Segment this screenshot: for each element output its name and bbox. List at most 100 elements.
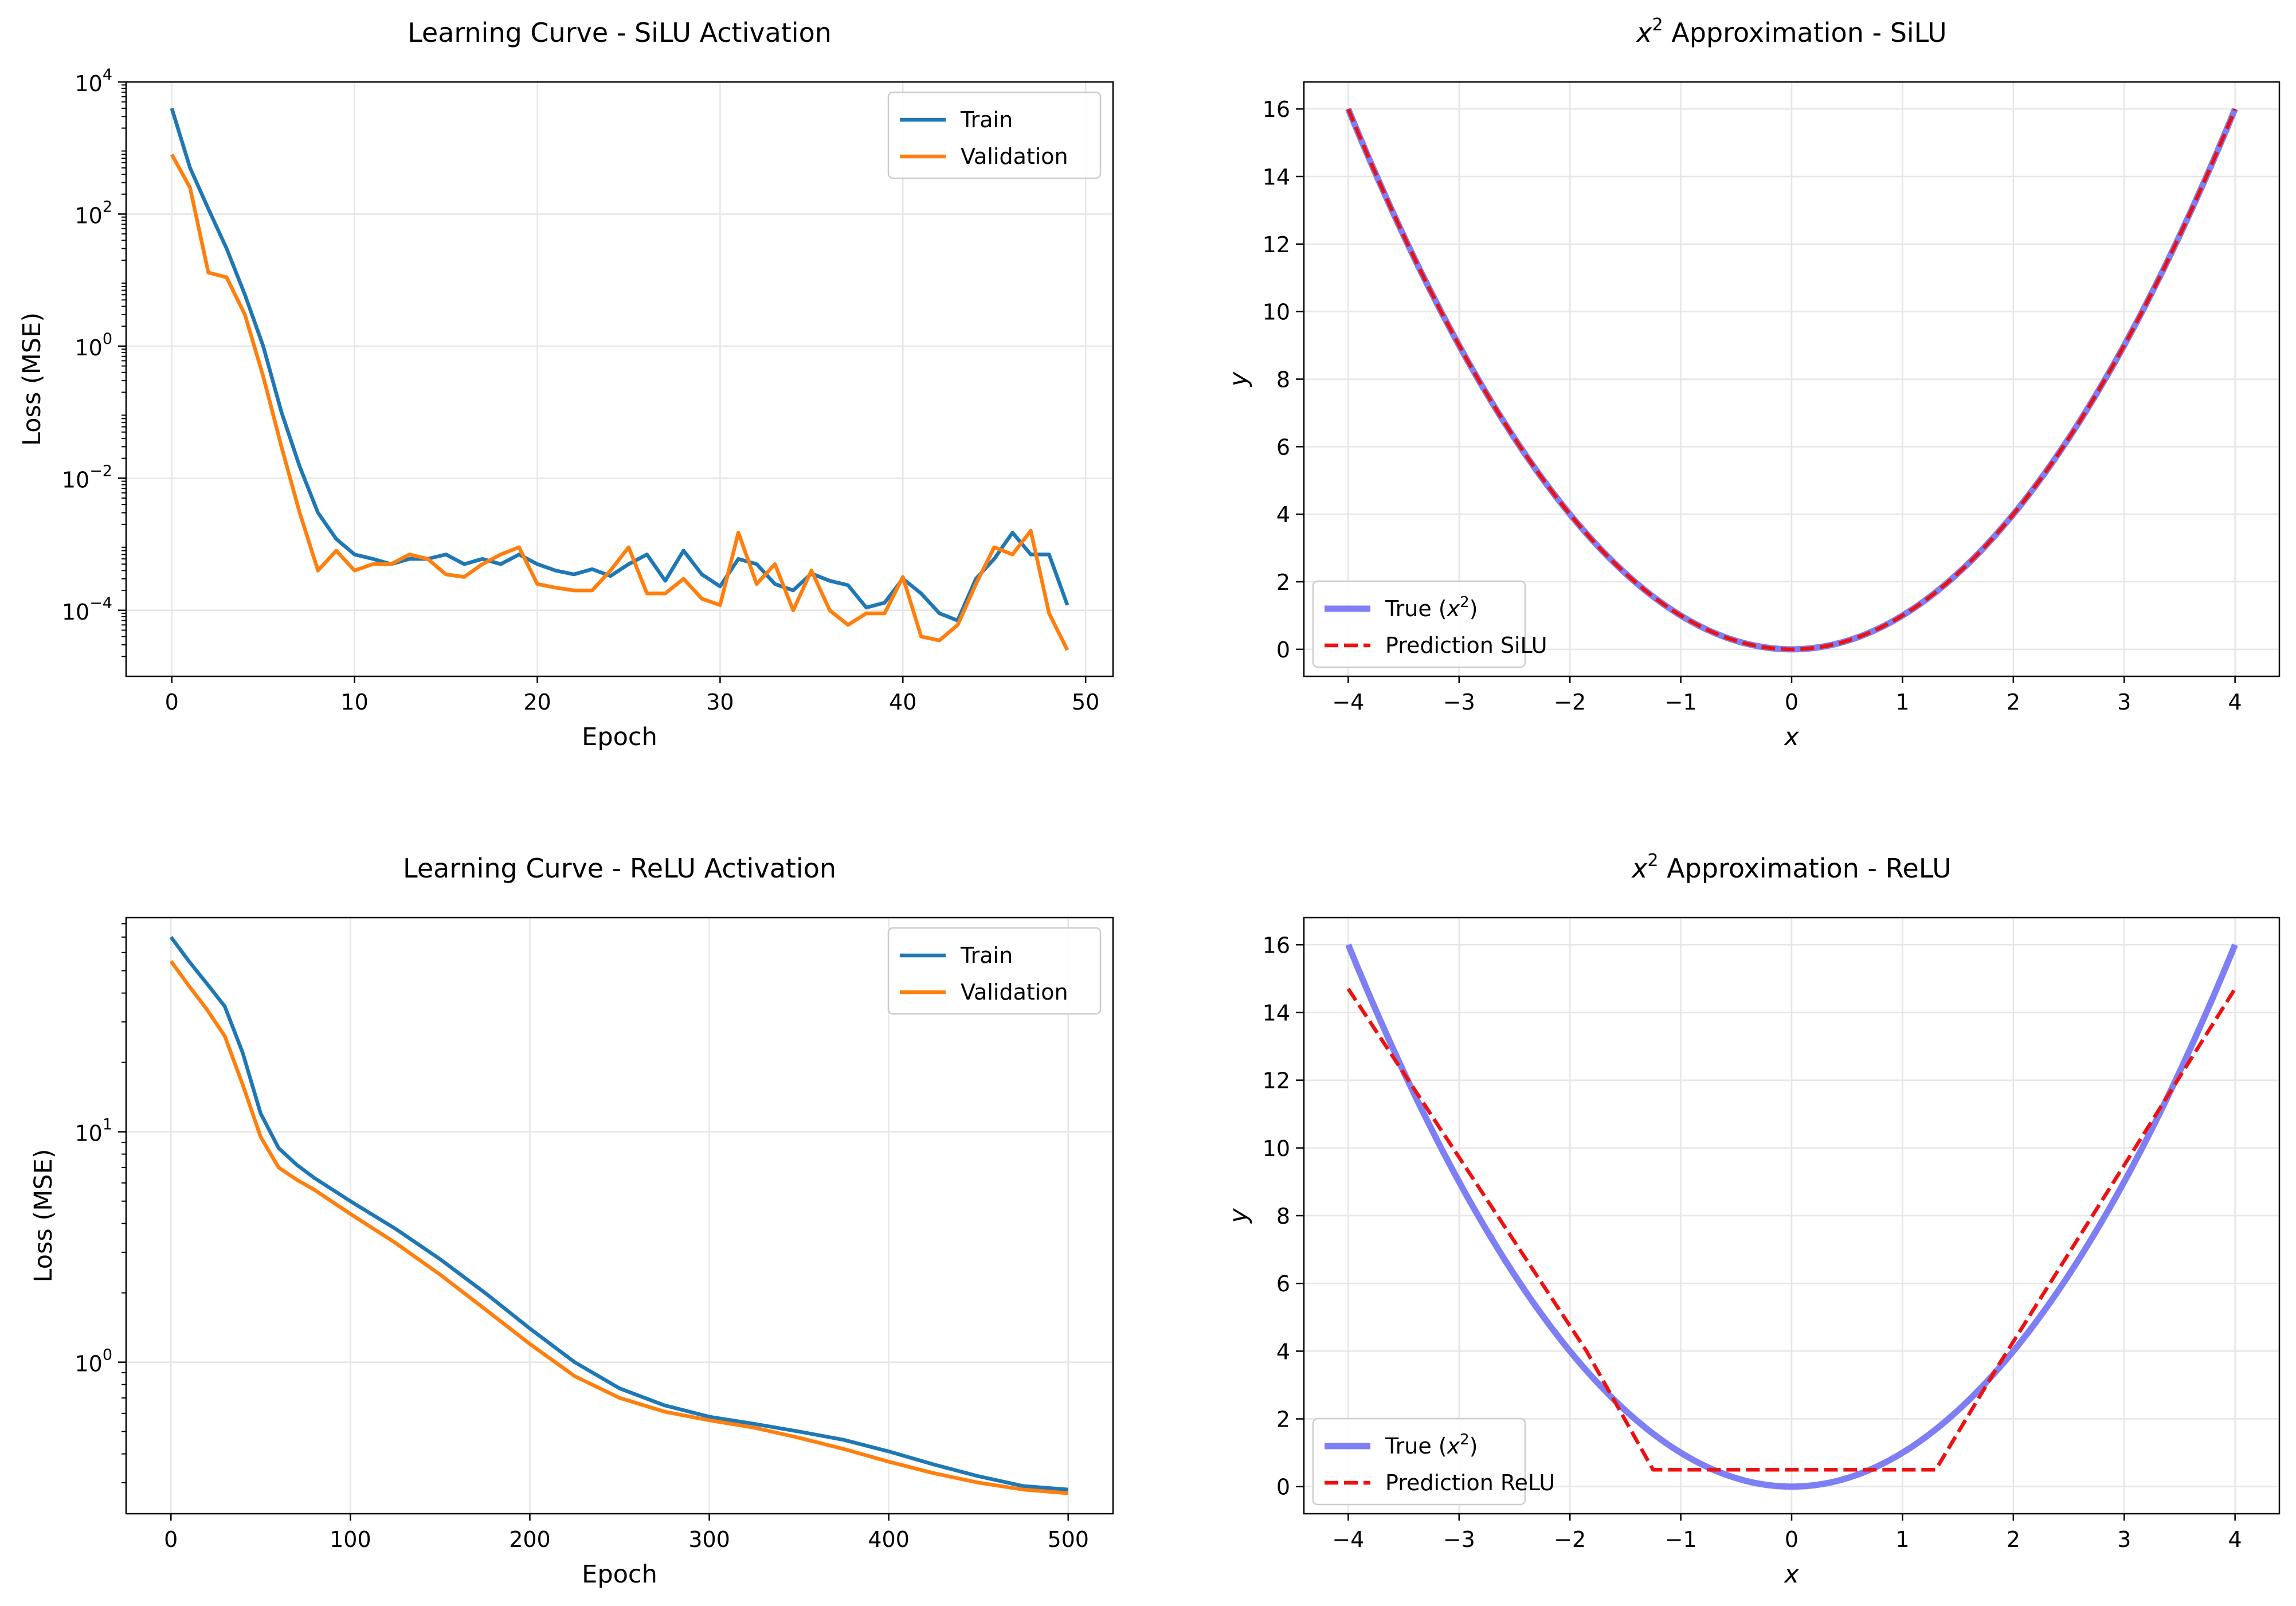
text-span: 2 <box>2007 690 2020 715</box>
y-tick-label: 16 <box>1263 933 1290 958</box>
text-span: 300 <box>688 1527 730 1552</box>
y-tick-label: 10−2 <box>62 462 112 492</box>
y-tick-label: 12 <box>1263 1068 1290 1094</box>
text-span: 0 <box>1785 690 1799 715</box>
y-ticks: 0 2 4 6 8 10 12 14 16 <box>1263 97 1304 663</box>
text-span: −1 <box>1665 1527 1697 1552</box>
text-span: 1 <box>1895 1527 1909 1552</box>
y-tick-label: 104 <box>75 66 112 96</box>
series-group <box>170 107 1069 651</box>
text-span: Approximation - ReLU <box>1659 853 1952 884</box>
text-span: 10 <box>75 335 102 361</box>
y-axis-label: y <box>1224 1208 1253 1224</box>
x-tick-label: 20 <box>523 690 551 715</box>
legend: Train Validation <box>887 927 1102 1015</box>
text-span: 0 <box>1785 1527 1799 1552</box>
text-span: 50 <box>1072 690 1099 715</box>
text-span: x <box>1447 1433 1460 1459</box>
x-tick-label: 0 <box>164 1527 178 1552</box>
text-span: 2 <box>1460 1431 1470 1448</box>
text-span: 10 <box>340 690 368 715</box>
text-span: Prediction SiLU <box>1385 633 1547 658</box>
series-group <box>169 935 1068 1495</box>
text-span: 0 <box>1276 1475 1290 1500</box>
x-tick-label: 3 <box>2117 690 2131 715</box>
text-span: 500 <box>1047 1527 1089 1552</box>
axes-frame <box>125 81 1114 677</box>
series-line-prediction-silu <box>1346 108 2237 652</box>
text-span: 10 <box>1263 300 1290 325</box>
text-span: 10 <box>75 71 102 96</box>
y-axis-label: y <box>1224 371 1253 387</box>
text-span: Approximation - SiLU <box>1663 17 1947 48</box>
text-span: Loss (MSE) <box>29 1149 58 1282</box>
text-span: 16 <box>1263 97 1290 122</box>
x-tick-label: 300 <box>688 1527 730 1552</box>
text-span: 0 <box>164 1527 178 1552</box>
text-span: 2 <box>1460 594 1470 611</box>
y-tick-label: 4 <box>1276 1339 1290 1364</box>
text-span: 14 <box>1263 1000 1290 1025</box>
y-tick-label: 4 <box>1276 502 1290 527</box>
text-span: 10 <box>1263 1136 1290 1161</box>
text-span: 2 <box>1647 851 1658 871</box>
x-tick-label: 400 <box>868 1527 910 1552</box>
text-span: x <box>1635 17 1652 48</box>
text-span: 4 <box>1276 1339 1290 1364</box>
text-span: Validation <box>961 980 1068 1005</box>
text-span: 10 <box>75 1121 102 1146</box>
x-tick-label: −1 <box>1665 690 1697 715</box>
text-span: 14 <box>1263 164 1290 190</box>
text-span: x <box>1783 1560 1799 1589</box>
x-ticks: −4 −3 −2 −1 0 1 2 3 4 <box>1332 1514 2242 1552</box>
text-span: −4 <box>89 594 112 612</box>
text-span: 10 <box>75 1352 102 1377</box>
text-span: x <box>1447 596 1460 621</box>
y-tick-label: 0 <box>1276 637 1290 663</box>
text-span: 12 <box>1263 232 1290 257</box>
x-axis-label: Epoch <box>582 1560 657 1589</box>
text-span: 40 <box>889 690 916 715</box>
text-span: −4 <box>1332 690 1364 715</box>
x-tick-label: −1 <box>1665 1527 1697 1552</box>
text-span: 100 <box>330 1527 371 1552</box>
x-tick-label: 200 <box>509 1527 551 1552</box>
text-span: 2 <box>1276 1407 1290 1432</box>
x-tick-label: −4 <box>1332 1527 1364 1552</box>
legend-label: Prediction SiLU <box>1385 633 1547 658</box>
y-tick-label: 102 <box>75 198 112 228</box>
x-axis-label: x <box>1783 1560 1799 1589</box>
text-span: 400 <box>868 1527 910 1552</box>
text-span: Learning Curve - SiLU Activation <box>408 17 832 48</box>
legend-label: True (x2) <box>1385 1431 1478 1459</box>
x-tick-label: −2 <box>1554 1527 1586 1552</box>
text-span: 2 <box>103 198 112 216</box>
y-tick-label: 2 <box>1276 570 1290 595</box>
text-span: True ( <box>1385 596 1447 621</box>
legend-label: True (x2) <box>1385 594 1478 621</box>
y-tick-label: 6 <box>1276 434 1290 460</box>
text-span: 8 <box>1276 367 1290 393</box>
text-span: −1 <box>1665 690 1697 715</box>
series-line-validation <box>169 960 1068 1495</box>
text-span: Loss (MSE) <box>18 312 46 446</box>
legend-label: Prediction ReLU <box>1385 1470 1555 1495</box>
legend-label: Train <box>960 107 1013 132</box>
text-span: −2 <box>1554 1527 1586 1552</box>
x-tick-label: 500 <box>1047 1527 1089 1552</box>
y-tick-label: 10 <box>1263 1136 1290 1161</box>
text-span: 4 <box>1276 502 1290 527</box>
x-tick-label: 4 <box>2228 1527 2242 1552</box>
y-tick-label: 10−4 <box>62 594 112 625</box>
text-span: Train <box>960 943 1013 968</box>
minor-ticks <box>122 923 126 1483</box>
x-tick-label: −3 <box>1443 1527 1475 1552</box>
legend: True (x2) Prediction ReLU <box>1312 1417 1555 1506</box>
x-tick-label: −3 <box>1443 690 1475 715</box>
y-tick-label: 14 <box>1263 164 1290 190</box>
x-tick-label: 2 <box>2007 690 2020 715</box>
series-line-train <box>169 935 1068 1492</box>
series-group <box>1345 943 2238 1490</box>
